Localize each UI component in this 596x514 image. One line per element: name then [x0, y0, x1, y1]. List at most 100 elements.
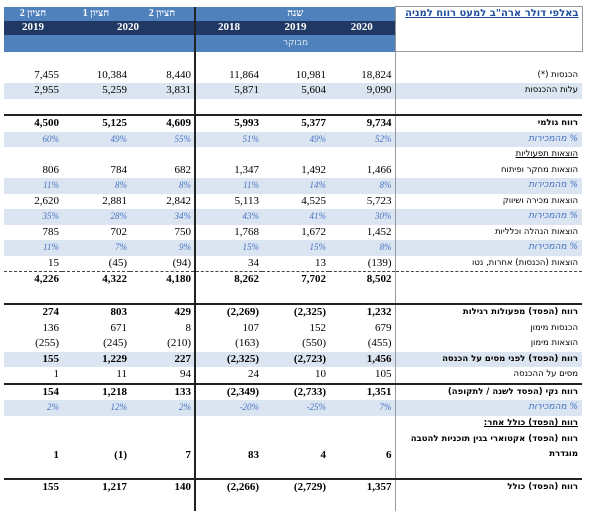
row-label: רווח (הפסד) אקטוארי בגין תוכניות להטבה מ… — [394, 431, 583, 462]
value-cell: 10,981 — [295, 68, 326, 81]
financial-table-wrap: חציון 2 חציון 1 חציון 2 שנה באלפי דולר ארה"ב… — [4, 6, 583, 511]
value-cell: (2,733) — [262, 382, 329, 400]
table-row: 1 11 94 24 10 105 מסים על ההכנסה — [4, 367, 583, 384]
value-cell: 1 — [53, 368, 60, 381]
row-label: הכנסות מימון — [394, 320, 583, 336]
value-cell: 49% — [262, 131, 329, 147]
empty-cell — [130, 147, 196, 163]
row-label: הוצאות הנהלה וכלליות — [394, 224, 583, 240]
row-label: מסים על ההכנסה — [394, 367, 583, 384]
empty-cell — [262, 288, 329, 305]
row-label: עלות ההכנסות — [394, 83, 583, 99]
value-cell: 803 — [62, 303, 130, 321]
empty-cell — [329, 416, 395, 432]
value-cell: 7 — [130, 431, 196, 462]
empty-cell — [329, 147, 395, 163]
row-label: הוצאות מחקר ופיתוח — [394, 162, 583, 178]
empty-cell — [329, 495, 395, 511]
financial-table: חציון 2 חציון 1 חציון 2 שנה באלפי דולר ארה"ב… — [4, 6, 583, 511]
value-cell: 10,384 — [96, 68, 127, 81]
value-cell: 15 — [4, 255, 62, 272]
table-row: 1 (1) 7 83 4 6 רווח (הפסד) אקטוארי בגין תוכניו… — [4, 431, 583, 462]
empty-cell — [329, 52, 395, 68]
value-cell: 34 — [195, 255, 262, 272]
empty-cell — [262, 462, 329, 479]
value-cell: 5,113 — [234, 194, 259, 207]
value-cell: 35% — [4, 209, 62, 225]
value-cell: 34% — [130, 209, 196, 225]
value-cell: 2,881 — [102, 194, 127, 207]
value-cell: 429 — [130, 303, 196, 321]
empty-cell — [62, 52, 130, 68]
value-cell: (210) — [130, 336, 196, 352]
value-cell: (2,349) — [195, 382, 262, 400]
value-cell: 133 — [130, 382, 196, 400]
value-cell: 227 — [130, 351, 196, 367]
empty-cell — [262, 495, 329, 511]
value-cell: 83 — [248, 449, 259, 461]
value-cell: -25% — [262, 400, 329, 416]
table-row: 15 (45) (94) 34 13 (139) הוצאות (הכנסות) אחרות… — [4, 255, 583, 272]
row-label: % מהמכירות — [394, 178, 583, 194]
table-row: חציון 2 חציון 1 חציון 2 שנה באלפי דולר ארה"ב… — [4, 6, 583, 52]
table-row: 35% 28% 34% 43% 41% 30%% מהמכירות — [4, 209, 583, 225]
value-cell: 7,455 — [34, 68, 59, 81]
value-cell: 1,217 — [62, 477, 130, 495]
value-cell: 1 — [53, 449, 60, 461]
empty-cell — [62, 462, 130, 479]
row-label: % מהמכירות — [394, 240, 583, 256]
header-cell — [195, 34, 262, 52]
table-row: 2,955 5,259 3,831 5,871 5,604 9,090 עלות ההכנס… — [4, 83, 583, 99]
value-cell: 18,824 — [361, 68, 392, 81]
value-cell: 55% — [130, 131, 196, 147]
empty-cell — [262, 147, 329, 163]
row-label: הוצאות (הכנסות) אחרות, נטו — [394, 255, 583, 272]
row-label: % מהמכירות — [394, 131, 583, 147]
table-row — [4, 98, 583, 116]
value-cell: 784 — [110, 163, 128, 176]
value-cell: 5,259 — [62, 83, 130, 99]
value-cell: 6 — [386, 449, 392, 461]
value-cell: (94) — [130, 255, 196, 272]
value-cell: 274 — [4, 303, 62, 321]
value-cell: 51% — [195, 131, 262, 147]
empty-cell — [62, 288, 130, 305]
value-cell: 1,351 — [329, 382, 396, 400]
empty-cell — [394, 51, 583, 68]
empty-cell — [394, 495, 583, 511]
value-cell: 4 — [320, 449, 327, 461]
value-cell: 2% — [130, 400, 196, 416]
year-header: 2019 — [262, 20, 329, 35]
value-cell: (255) — [35, 337, 59, 350]
value-cell: 105 — [375, 368, 392, 381]
value-cell: 1,357 — [329, 477, 396, 495]
empty-cell — [4, 495, 62, 511]
value-cell: 11 — [116, 368, 127, 381]
year-header: 2020 — [329, 20, 396, 35]
value-cell: 8,440 — [130, 67, 196, 83]
table-row: 4,500 5,125 4,609 5,993 5,377 9,734 רווח גולמי — [4, 114, 583, 132]
value-cell: 1,347 — [234, 163, 259, 176]
value-cell: 4,609 — [130, 114, 196, 132]
value-cell: 5,125 — [62, 114, 130, 132]
value-cell: 785 — [42, 225, 60, 238]
empty-cell — [4, 147, 62, 163]
period-header: חציון 2 — [4, 6, 62, 21]
empty-cell — [195, 462, 262, 479]
table-row: 274 803 429 (2,269) (2,325) 1,232 רווח (הפסד) … — [4, 303, 583, 321]
value-cell: 5,871 — [195, 83, 262, 99]
value-cell: 155 — [4, 477, 62, 495]
empty-cell — [4, 416, 62, 432]
empty-cell — [195, 99, 262, 116]
value-cell: 8,502 — [366, 273, 392, 286]
empty-cell — [4, 52, 62, 68]
value-cell: 4,525 — [301, 194, 326, 207]
row-label: רווח נקי (הפסד לשנה / לתקופה) — [394, 382, 583, 400]
empty-cell — [62, 495, 130, 511]
value-cell: 7% — [329, 400, 396, 416]
value-cell: 154 — [4, 382, 62, 400]
value-cell: (550) — [302, 337, 326, 350]
value-cell: 43% — [195, 209, 262, 225]
table-row: 154 1,218 133 (2,349) (2,733) 1,351 רווח נקי (… — [4, 382, 583, 400]
